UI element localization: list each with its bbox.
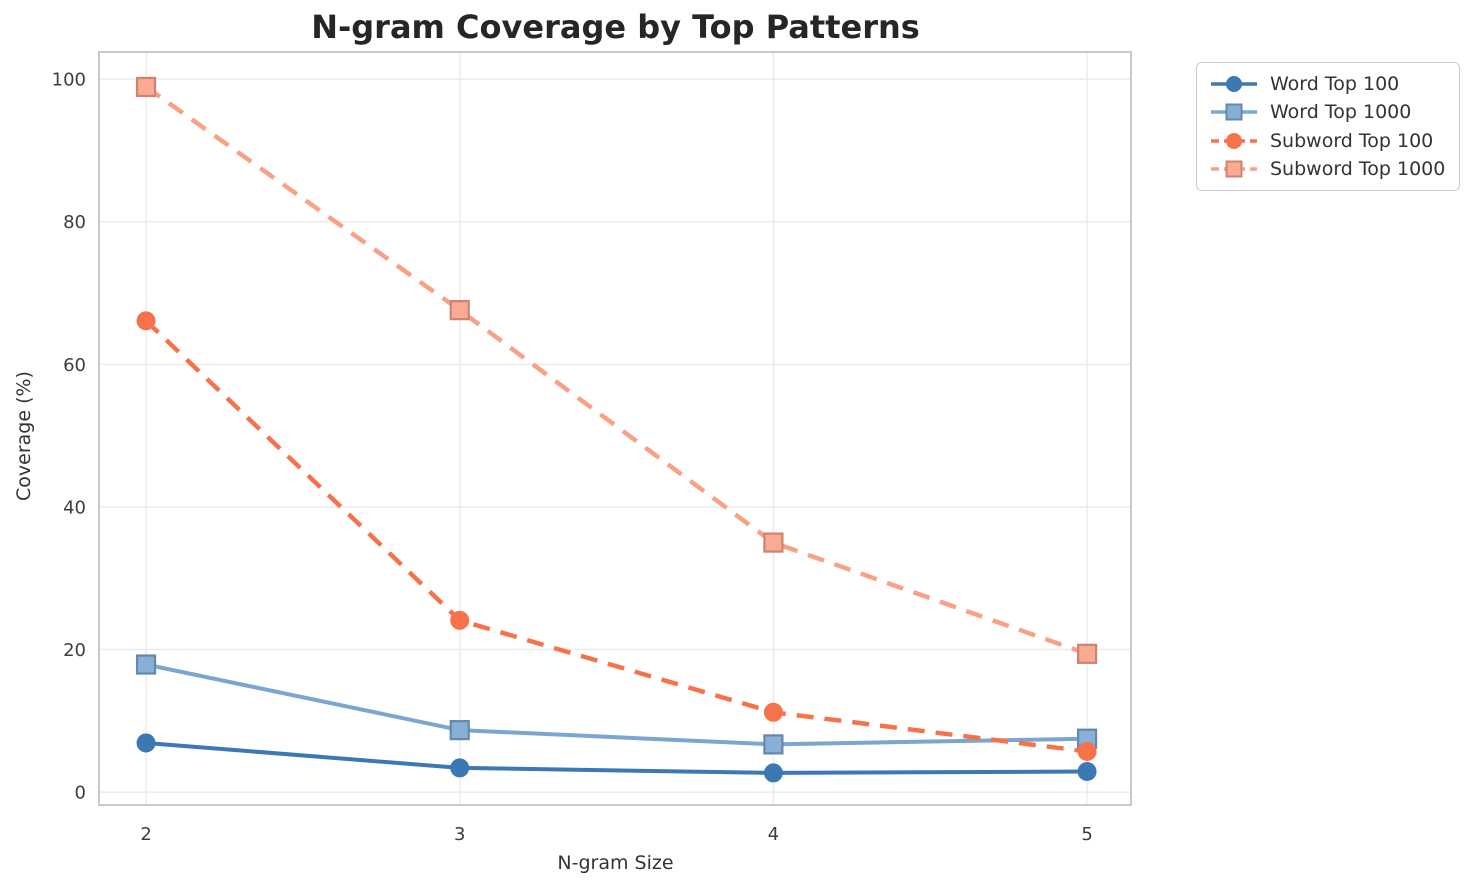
marker-word-top-100 (136, 733, 156, 753)
series-line-subword-top-1000 (144, 85, 1088, 656)
chart-title: N-gram Coverage by Top Patterns (311, 8, 920, 46)
marker-subword-top-100 (763, 702, 783, 722)
marker-subword-top-1000 (135, 76, 157, 98)
legend-item-subword-top-1000: Subword Top 1000 (1209, 157, 1447, 181)
series-line-word-top-100 (145, 741, 1088, 775)
plot-border (98, 51, 1132, 806)
legend-item-word-top-1000: Word Top 1000 (1209, 100, 1447, 124)
y-axis-label: Coverage (%) (13, 371, 35, 501)
legend-item-subword-top-100: Subword Top 100 (1209, 129, 1447, 153)
series-line-word-top-1000 (145, 662, 1088, 747)
x-axis-label: N-gram Size (557, 852, 674, 874)
legend-marker-sample (1226, 76, 1242, 93)
marker-subword-top-1000 (449, 300, 470, 321)
y-tick-label: 20 (63, 640, 86, 661)
y-tick-label: 100 (52, 70, 86, 91)
marker-subword-top-100 (136, 311, 156, 331)
x-tick-label: 3 (454, 824, 465, 845)
legend: Word Top 100 Word Top 1000 Subword Top 100… (1196, 62, 1460, 191)
x-tick-label: 4 (768, 824, 779, 845)
legend-marker-sample (1225, 103, 1243, 121)
legend-marker-sample (1226, 132, 1242, 149)
legend-circle-solid-sample-icon (1211, 76, 1257, 93)
legend-marker-sample (1225, 160, 1243, 178)
legend-label: Word Top 1000 (1270, 101, 1412, 124)
y-tick-label: 80 (63, 212, 86, 233)
marker-word-top-1000 (135, 654, 157, 675)
marker-subword-top-100 (1077, 742, 1097, 762)
marker-word-top-100 (763, 763, 783, 783)
legend-label: Subword Top 1000 (1270, 157, 1446, 180)
marker-subword-top-1000 (1076, 643, 1098, 664)
marker-subword-top-1000 (763, 532, 784, 553)
y-tick-label: 0 (75, 783, 86, 804)
y-tick-label: 40 (63, 497, 86, 518)
series-line-subword-top-100 (144, 319, 1088, 754)
legend-square-solid-sample-icon (1211, 103, 1257, 121)
legend-item-word-top-100: Word Top 100 (1209, 72, 1447, 96)
legend-circle-dashed-sample-icon (1211, 132, 1257, 149)
legend-square-dashed-sample-icon (1211, 160, 1257, 178)
legend-label: Subword Top 100 (1270, 129, 1434, 152)
legend-label: Word Top 100 (1270, 73, 1400, 96)
y-tick-label: 60 (63, 355, 86, 376)
marker-word-top-100 (1077, 761, 1097, 781)
marker-word-top-1000 (763, 734, 784, 755)
marker-word-top-1000 (449, 720, 470, 741)
marker-subword-top-100 (450, 610, 470, 630)
x-tick-label: 2 (140, 824, 151, 845)
marker-word-top-100 (450, 758, 470, 778)
x-tick-label: 5 (1081, 824, 1092, 845)
